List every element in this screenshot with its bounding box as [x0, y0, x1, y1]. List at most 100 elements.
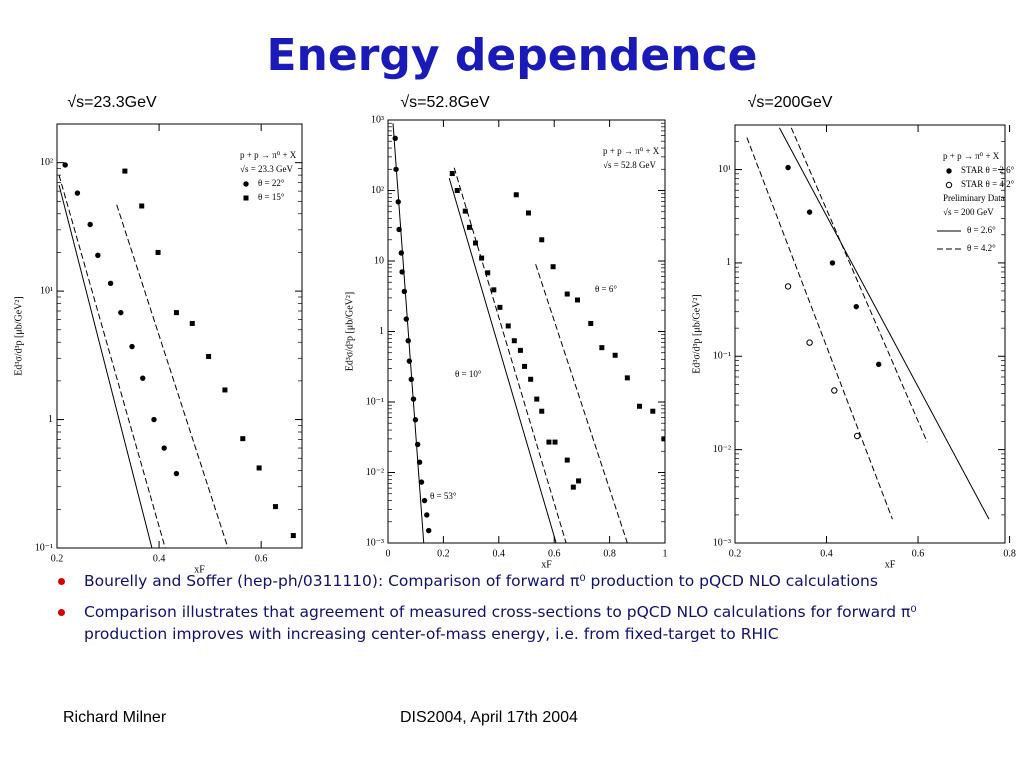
legend-header: p + p → π⁰ + X — [603, 146, 660, 156]
x-tick-label: 0.8 — [603, 548, 616, 559]
data-point — [240, 436, 246, 442]
y-tick-label: 10 — [374, 255, 384, 266]
y-tick-label: 10¹ — [718, 164, 731, 175]
data-point — [624, 375, 630, 381]
data-point — [574, 297, 580, 303]
data-point — [155, 249, 161, 255]
x-tick-label: 0.6 — [912, 548, 925, 559]
data-point — [87, 221, 93, 228]
legend-header: √s = 52.8 GeV — [603, 160, 657, 170]
plot-area — [392, 123, 665, 543]
x-tick-label: 0.8 — [1003, 548, 1016, 559]
x-tick-label: 0.2 — [729, 548, 742, 559]
data-point — [392, 135, 398, 142]
data-point — [528, 376, 534, 382]
legend-header: p + p → π⁰ + X — [240, 150, 297, 160]
data-point — [401, 288, 408, 295]
data-point — [418, 479, 425, 485]
legend-marker — [243, 195, 249, 201]
data-point — [414, 441, 421, 448]
data-point — [588, 320, 594, 326]
data-point — [546, 439, 552, 445]
y-tick-label: 10⁻¹ — [35, 542, 53, 553]
data-point — [661, 436, 665, 442]
data-point — [95, 252, 101, 259]
data-point — [599, 345, 605, 351]
data-point — [650, 408, 656, 414]
x-tick-label: 0.2 — [51, 553, 64, 564]
data-point — [256, 465, 262, 471]
data-point — [831, 387, 838, 394]
data-point — [539, 237, 545, 243]
data-point — [161, 445, 167, 451]
legend-label: θ = 2.6° — [967, 225, 996, 235]
y-tick-label: 1 — [379, 326, 384, 337]
data-point — [784, 283, 792, 290]
data-point — [853, 303, 859, 310]
x-axis-label: xF — [885, 559, 896, 570]
data-point — [539, 408, 545, 414]
legend-label: θ = 4.2° — [967, 243, 996, 253]
y-tick-label: 10⁻² — [366, 467, 384, 478]
data-point — [612, 352, 618, 358]
data-point — [421, 497, 428, 504]
y-tick-label: 10⁻³ — [366, 537, 384, 548]
theory-curve — [790, 127, 928, 443]
plot: √s=23.3GeV 10² 10¹ 1 10⁻¹0.2 0.4 0.6 Ed³σ/d³p [… — [13, 94, 303, 575]
legend-marker — [945, 181, 953, 189]
data-point — [525, 210, 531, 216]
bullet-text: Bourelly and Soffer (hep-ph/0311110): Co… — [84, 572, 878, 590]
data-point — [107, 280, 114, 287]
data-point — [118, 309, 124, 316]
x-axis-label: xF — [541, 559, 552, 570]
y-tick-label: 10⁻¹ — [713, 351, 731, 362]
plot: √s=200GeV 10¹ 1 10⁻¹ 10⁻² 10⁻³0.2 0.4 0.6 0.8 Ed³… — [691, 94, 1016, 570]
data-point — [564, 291, 570, 297]
series-label: θ = 10° — [455, 369, 482, 379]
data-point — [424, 512, 430, 518]
legend-label: θ = 15° — [258, 192, 285, 202]
data-point — [129, 343, 135, 350]
x-tick-label: 0.2 — [437, 548, 450, 559]
data-point — [173, 310, 179, 316]
x-tick-label: 0.4 — [493, 548, 506, 559]
y-tick-label: 1 — [48, 414, 53, 425]
legend-header: √s = 23.3 GeV — [240, 164, 294, 174]
y-tick-label: 10² — [40, 157, 53, 168]
theory-curve — [778, 127, 990, 520]
data-point — [853, 432, 861, 440]
data-point — [139, 203, 145, 209]
bullet-dot — [58, 609, 65, 616]
theory-curve — [58, 174, 166, 548]
theory-curve — [116, 204, 229, 548]
y-axis-label: Ed³σ/d³p [μb/GeV²] — [13, 296, 24, 375]
data-point — [206, 353, 212, 359]
data-point — [564, 457, 570, 463]
slide-title: Energy dependence — [266, 30, 757, 81]
data-point — [151, 416, 157, 423]
plot-frame — [734, 124, 1006, 544]
data-point — [522, 363, 528, 369]
y-tick-label: 10⁻² — [713, 444, 731, 455]
legend-header: p + p → π⁰ + X — [943, 151, 1000, 161]
x-tick-label: 0.6 — [255, 553, 268, 564]
y-tick-label: 10¹ — [40, 285, 53, 296]
data-point — [454, 188, 460, 193]
data-point — [637, 403, 643, 409]
data-point — [140, 375, 146, 381]
data-point — [272, 504, 278, 510]
legend-label: STAR θ = 4.2° — [961, 179, 1015, 189]
data-point — [497, 304, 503, 310]
plot-area — [746, 127, 990, 520]
legend-label: STAR θ = 2.6° — [961, 165, 1015, 175]
plot-frame — [387, 119, 666, 544]
data-point — [505, 323, 511, 329]
y-axis-label: Ed³σ/d³p [μb/GeV²] — [344, 292, 355, 371]
data-point — [552, 439, 558, 445]
bullet-list: Bourelly and Soffer (hep-ph/0311110): Co… — [58, 570, 958, 654]
theory-curve — [746, 137, 893, 520]
theory-curve — [58, 184, 153, 548]
data-point — [405, 338, 411, 344]
